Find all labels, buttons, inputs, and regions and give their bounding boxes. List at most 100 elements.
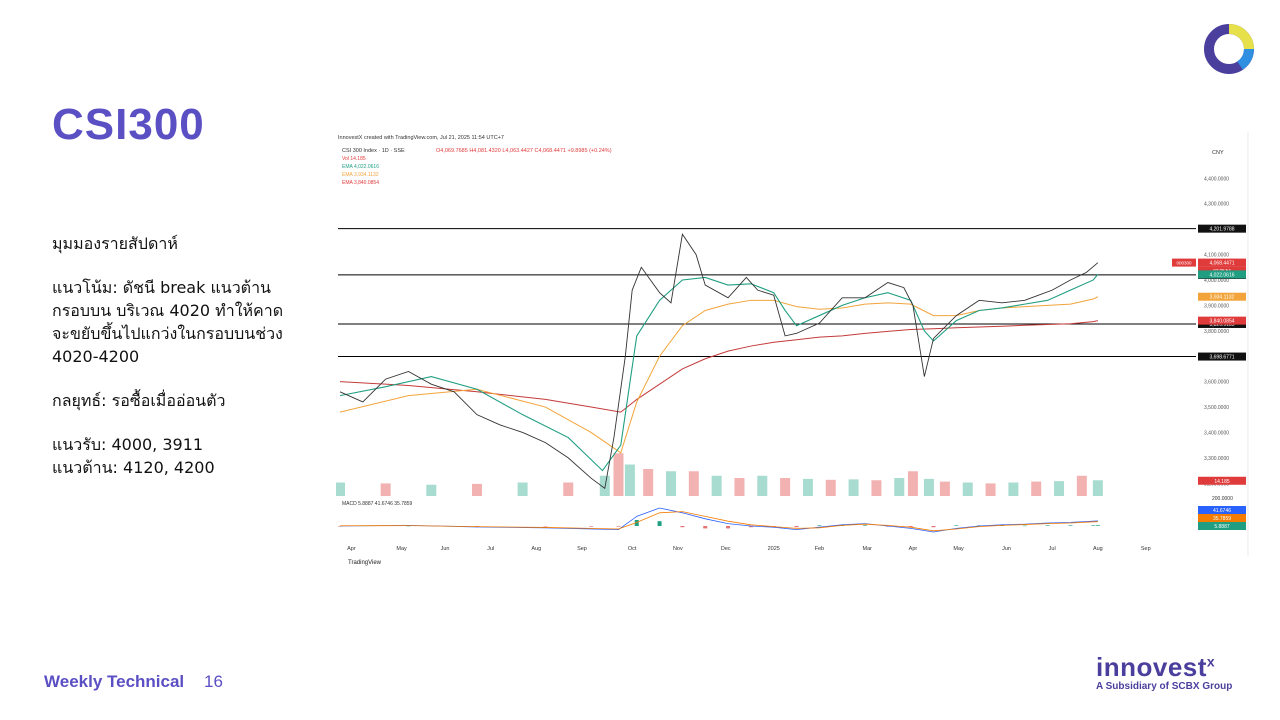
volume-bar	[380, 483, 391, 496]
brand-logo-icon	[1204, 24, 1254, 74]
macd-histogram-bar	[1095, 525, 1100, 526]
x-tick-label: Apr	[347, 546, 356, 552]
level-badge-label: 3,826.9185	[1209, 322, 1234, 328]
macd-histogram-bar	[1045, 525, 1050, 526]
price-badge-label: 14.185	[1214, 479, 1230, 485]
volume-bar	[336, 482, 345, 496]
volume-bar	[665, 471, 676, 496]
x-tick-label: Jul	[1049, 546, 1056, 552]
y-tick-label: 4,300.0000	[1204, 202, 1229, 208]
x-tick-label: Mar	[863, 546, 873, 552]
price-badge	[1198, 316, 1246, 325]
macd-histogram-bar	[748, 526, 753, 528]
y-tick-label: 4,000.0000	[1204, 278, 1229, 284]
price-line	[339, 233, 1099, 490]
symbol-tag-label: 000300	[1176, 261, 1192, 266]
volume-bar	[1054, 481, 1065, 496]
volume-bar	[757, 475, 768, 496]
macd-histogram-bar	[1068, 525, 1073, 526]
volume-bar	[643, 469, 654, 496]
volume-bar	[907, 471, 918, 496]
volume-bar	[985, 483, 996, 496]
x-tick-label: Dec	[721, 546, 731, 552]
volume-bar	[711, 475, 722, 496]
trend-line-4: 4020-4200	[52, 347, 140, 366]
volume-bar	[802, 478, 813, 496]
volume-bar	[962, 482, 973, 496]
x-tick-label: Oct	[628, 546, 637, 552]
macd-badge-label: 5.8887	[1214, 524, 1230, 530]
level-badge-label: 4,201.9788	[1209, 227, 1234, 233]
strategy-text: กลยุทธ์: รอซื้อเมื่ออ่อนตัว	[52, 391, 226, 410]
level-badge	[1198, 224, 1246, 233]
volume-bar	[1092, 480, 1103, 496]
ema-short-line	[339, 274, 1099, 472]
price-badge	[1198, 270, 1246, 279]
price-badge-sub	[1198, 266, 1246, 274]
macd-histogram-bar	[589, 526, 594, 527]
macd-badge	[1198, 514, 1246, 522]
macd-badge	[1198, 522, 1246, 530]
volume-bar	[894, 478, 905, 496]
indicator-ema-mid: EMA 3,934.1132	[342, 172, 379, 178]
brand-tagline: A Subsidiary of SCBX Group	[1096, 681, 1233, 692]
macd-histogram-bar	[680, 526, 685, 528]
x-tick-label: 2025	[768, 546, 780, 552]
macd-histogram-bar	[863, 525, 868, 526]
macd-histogram-bar	[703, 526, 708, 529]
y-tick-label: 4,400.0000	[1204, 176, 1229, 182]
macd-histogram-bar	[794, 526, 799, 528]
volume-bar	[848, 479, 859, 496]
y-tick-label: 3,800.0000	[1204, 329, 1229, 335]
macd-signal-line	[339, 511, 1098, 532]
macd-histogram-bar	[338, 526, 342, 527]
chart-symbol: CSI 300 Index · 1D · SSE	[342, 148, 405, 154]
volume-bar	[471, 483, 482, 496]
slide-title: CSI300	[52, 100, 205, 149]
x-tick-label: Aug	[1093, 546, 1103, 552]
volume-bar	[825, 479, 836, 496]
macd-histogram-bar	[1091, 525, 1096, 526]
indicator-volume: Vol 14.185	[342, 156, 366, 162]
support-text: แนวรับ: 4000, 3911	[52, 435, 204, 454]
volume-bar	[624, 464, 635, 496]
x-tick-label: Aug	[531, 546, 541, 552]
tradingview-watermark: TradingView	[348, 560, 382, 566]
x-tick-label: Jul	[487, 546, 494, 552]
volume-bar	[563, 482, 574, 496]
volume-bar	[939, 481, 950, 496]
macd-histogram-bar	[908, 526, 913, 528]
macd-histogram-bar	[726, 526, 731, 529]
x-tick-label: Apr	[909, 546, 918, 552]
macd-histogram-bar	[954, 525, 959, 526]
macd-histogram-bar	[1022, 525, 1027, 527]
ema-mid-line	[339, 296, 1099, 454]
x-tick-label: Sep	[1141, 546, 1151, 552]
brand-wordmark: innovestx	[1096, 652, 1256, 683]
y-tick-label: 3,500.0000	[1204, 405, 1229, 411]
brand-wordmark-text: innovest	[1096, 652, 1207, 682]
trend-line-3: จะขยับขึ้นไปแกว่งในกรอบบนช่วง	[52, 324, 283, 343]
macd-histogram-bar	[657, 521, 662, 526]
footer-title: Weekly Technical	[44, 672, 185, 691]
macd-histogram-bar	[931, 526, 936, 528]
x-tick-label: Sep	[577, 546, 587, 552]
price-chart: InnovestX created with TradingView.com, …	[336, 128, 1250, 568]
trend-line-2: กรอบบน บริเวณ 4020 ทำให้คาด	[52, 301, 284, 320]
price-badge-label: 4,068.4471	[1209, 261, 1234, 267]
volume-bar	[871, 480, 882, 496]
footer-brand: innovestx A Subsidiary of SCBX Group	[1096, 652, 1256, 692]
page-number: 16	[204, 672, 223, 691]
volume-bar	[688, 471, 699, 496]
volume-bar	[780, 478, 791, 496]
price-badge	[1198, 258, 1246, 267]
x-tick-label: Jun	[441, 546, 450, 552]
macd-histogram-bar	[616, 526, 621, 527]
macd-badge-label: 41.6746	[1213, 508, 1231, 514]
macd-badge	[1198, 506, 1246, 514]
macd-histogram-bar	[543, 526, 548, 527]
y-tick-label: 3,400.0000	[1204, 430, 1229, 436]
y-tick-label: 3,300.0000	[1204, 456, 1229, 462]
macd-badge-label: 35.7859	[1213, 516, 1231, 522]
x-tick-label: May	[953, 546, 964, 552]
